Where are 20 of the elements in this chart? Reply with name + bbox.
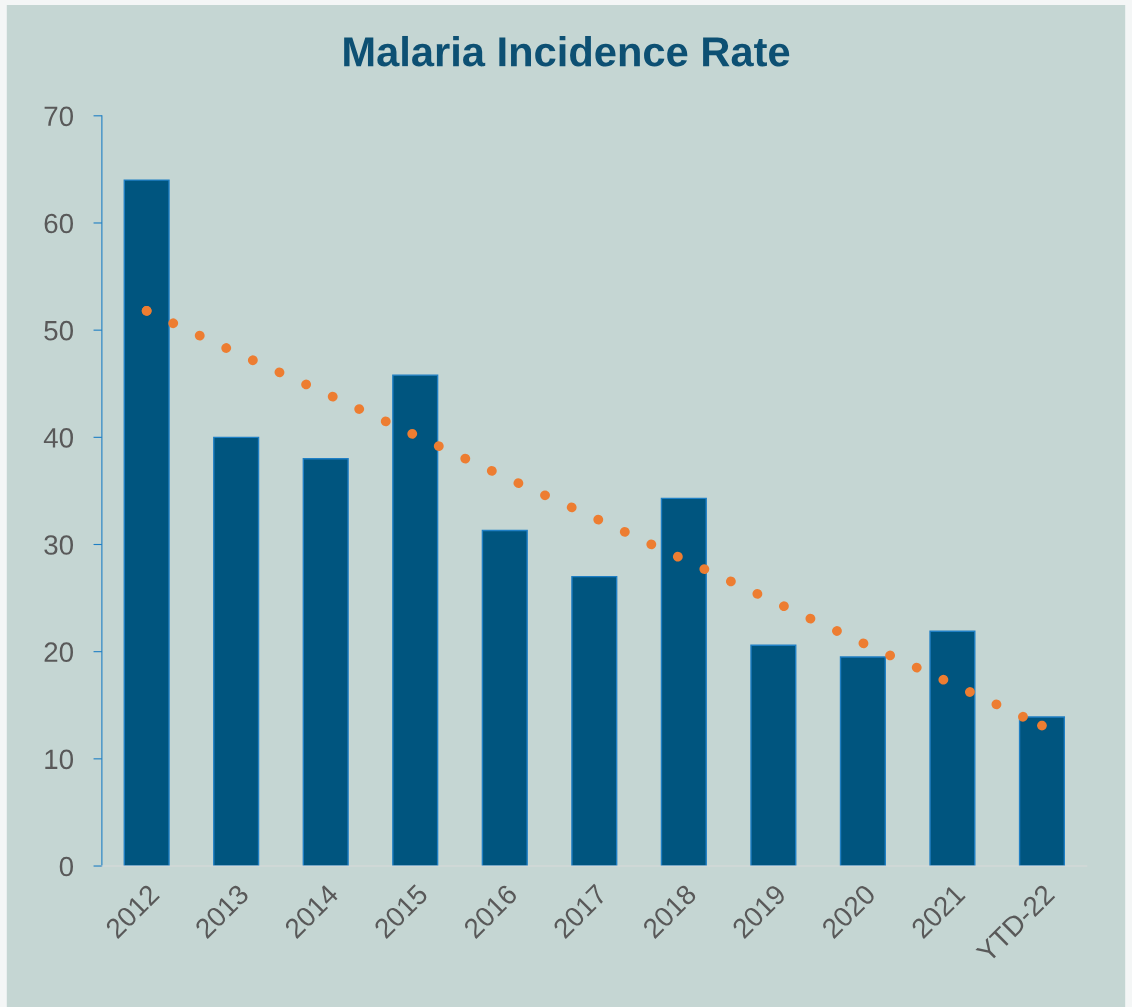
y-tick-label: 0 <box>59 856 74 877</box>
bar <box>571 575 618 867</box>
y-tick-label: 60 <box>44 213 74 234</box>
bar <box>481 529 528 867</box>
bar <box>929 630 976 867</box>
bar <box>213 436 260 867</box>
y-tick-label: 70 <box>44 106 74 127</box>
bar <box>750 644 797 867</box>
y-tick-label: 30 <box>44 535 74 555</box>
bar <box>1018 716 1066 867</box>
y-tick-label: 20 <box>44 642 74 663</box>
bar <box>839 656 886 867</box>
bar <box>302 458 349 867</box>
y-tick-label: 10 <box>45 749 74 770</box>
bar <box>123 179 170 867</box>
chart-title: Malaria Incidence Rate <box>344 35 790 67</box>
y-tick-label: 40 <box>43 427 74 448</box>
bar <box>660 497 707 867</box>
bar <box>392 374 439 867</box>
y-tick-label: 50 <box>44 320 74 341</box>
